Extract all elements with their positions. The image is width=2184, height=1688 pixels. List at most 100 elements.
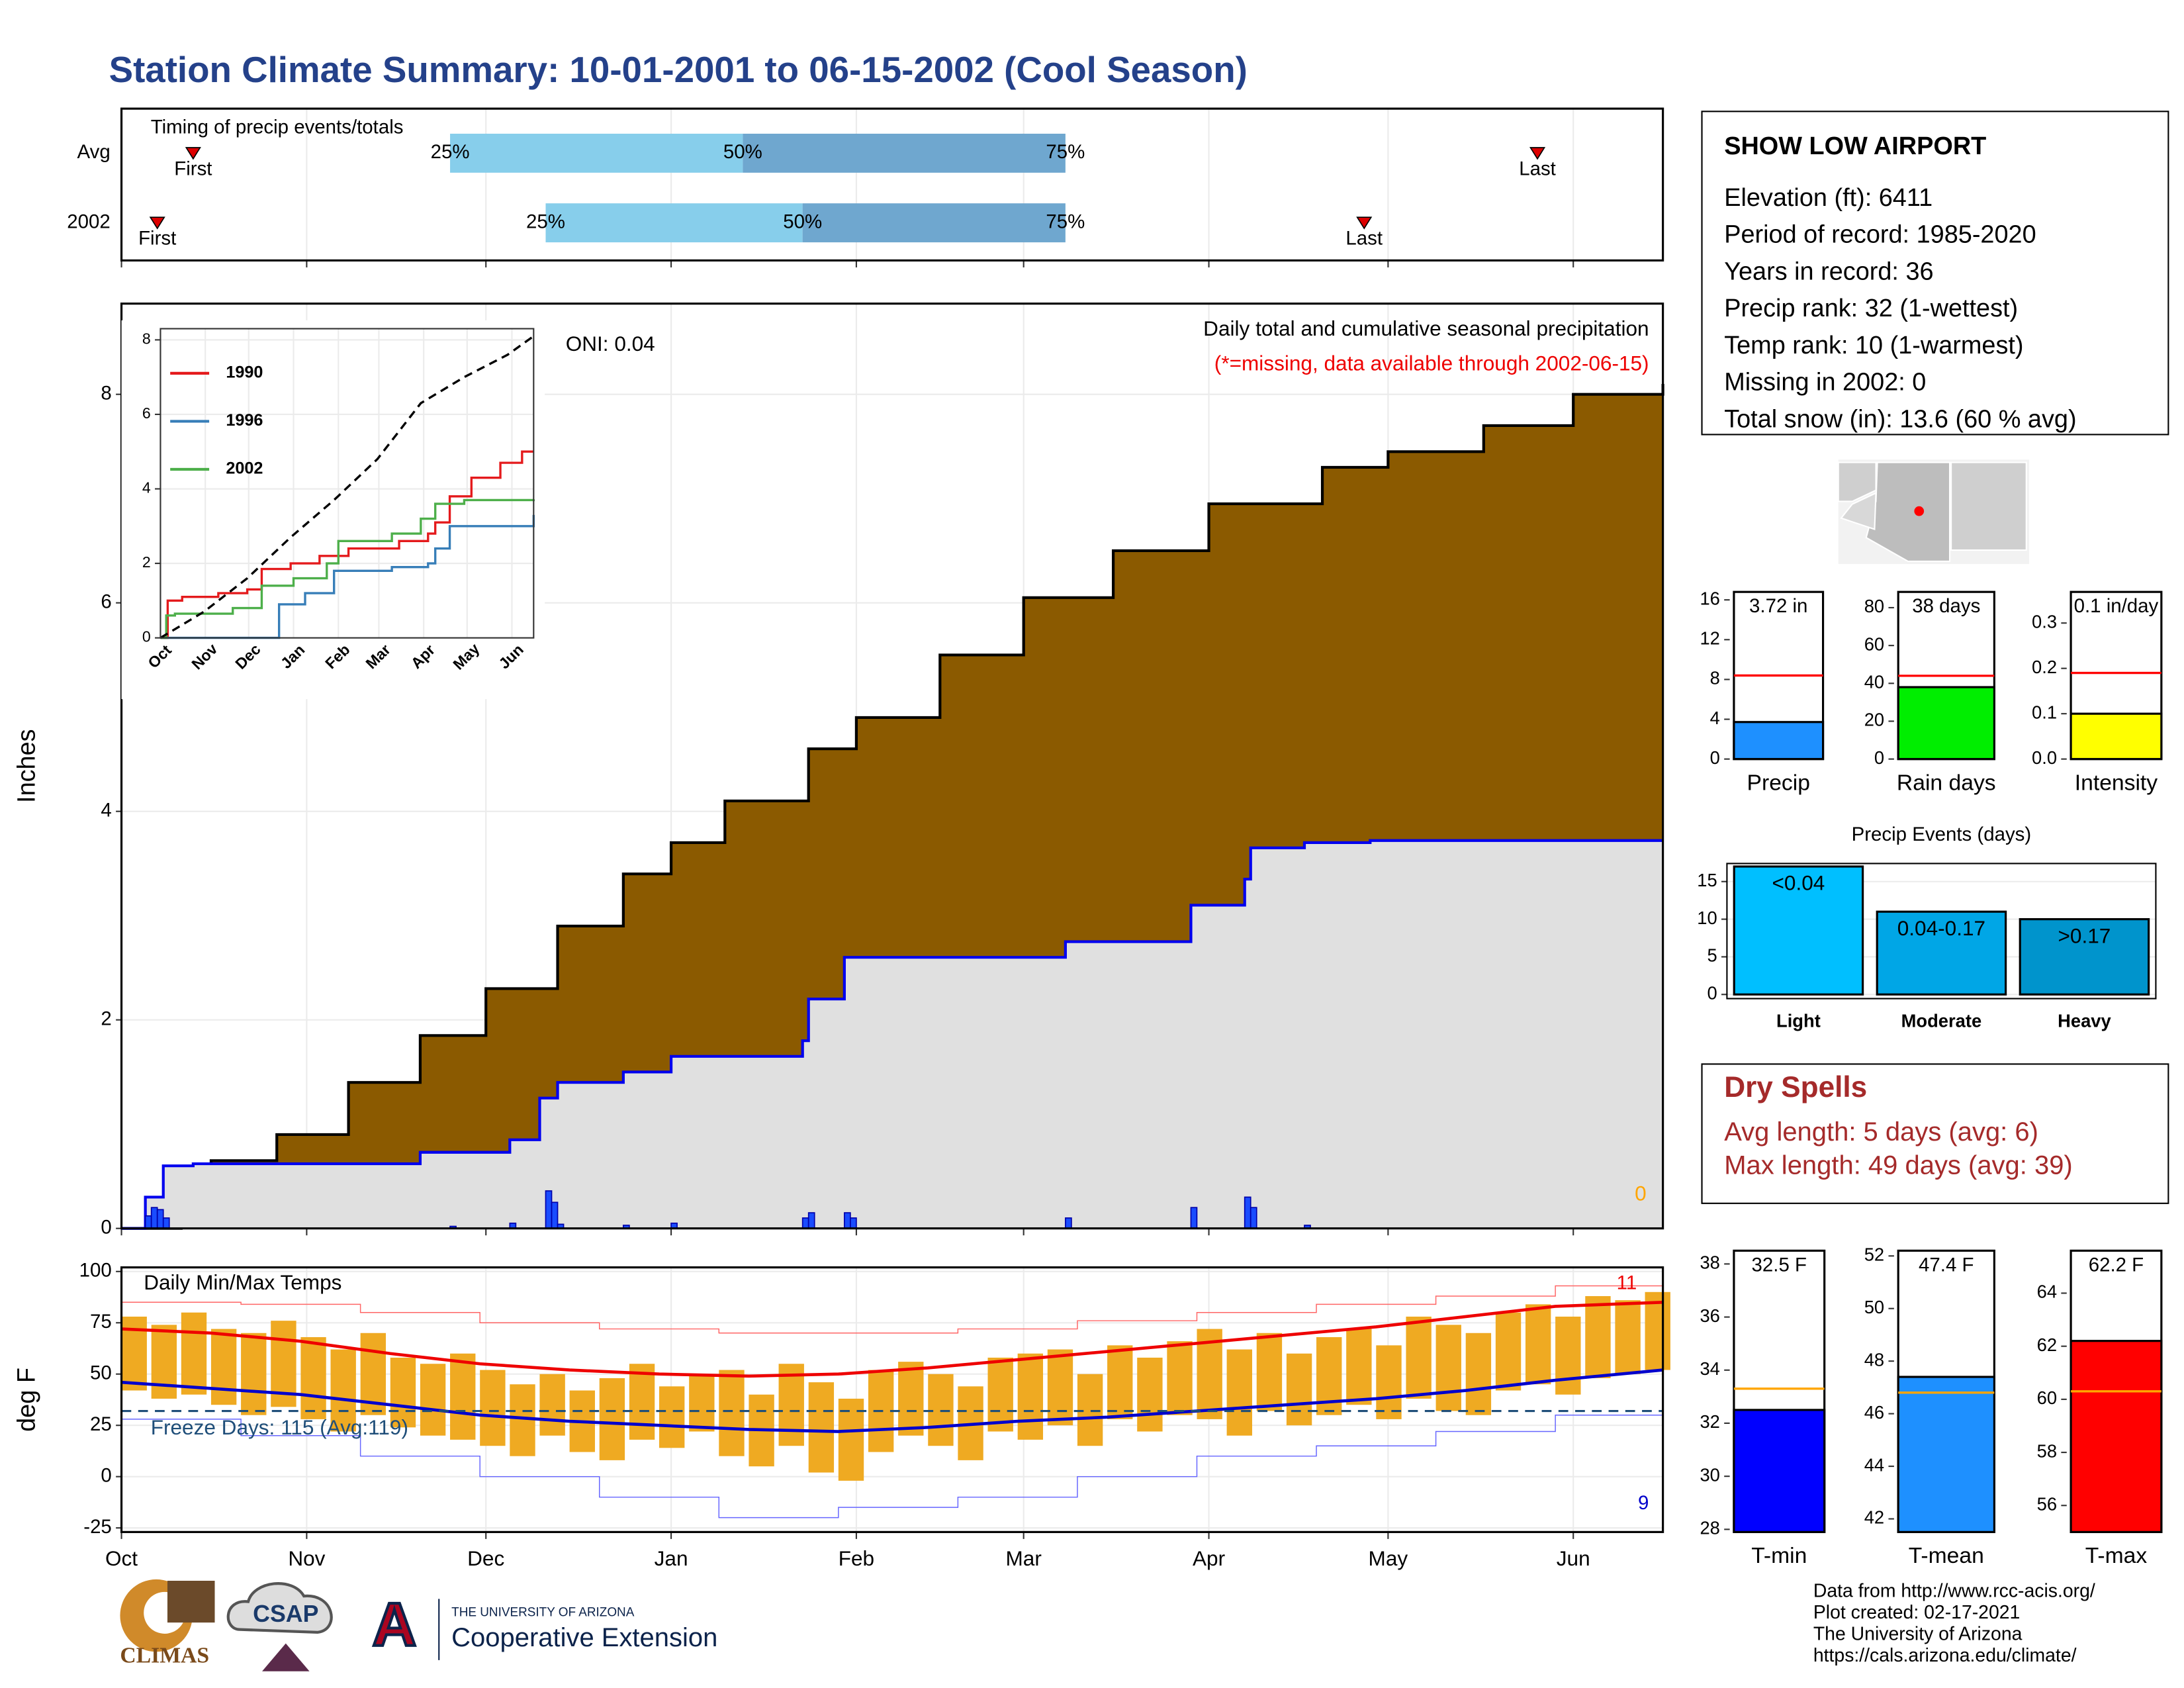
- station-line: Years in record: 36: [1724, 258, 1933, 285]
- temp-bar: [719, 1370, 745, 1456]
- value-label: 3.72 in: [1749, 595, 1807, 617]
- temp-bar: [480, 1370, 506, 1446]
- temp-bar: [1495, 1312, 1522, 1391]
- x-tick-label: T-max: [2085, 1544, 2148, 1568]
- y-tick-label: 34: [1700, 1358, 1719, 1379]
- y-tick-label: 8: [1710, 668, 1720, 688]
- gauge-bar: [1733, 721, 1825, 761]
- quartile-label: 25%: [526, 211, 565, 232]
- y-tick-label: 8: [142, 330, 151, 348]
- event-bar: [2019, 918, 2150, 996]
- y-tick-label: 60: [2037, 1387, 2057, 1408]
- temp-bar: [1226, 1349, 1252, 1436]
- temp-bar: [300, 1336, 326, 1419]
- row-label: Avg: [77, 141, 111, 163]
- freeze-label: Freeze Days: 115 (Avg:119): [151, 1415, 408, 1439]
- y-tick-label: 44: [1864, 1454, 1884, 1475]
- record-min-line: [121, 1398, 1664, 1519]
- y-tick-label: 0.2: [2032, 657, 2057, 677]
- temp-bar: [330, 1349, 356, 1432]
- temp-bar: [1645, 1291, 1670, 1370]
- temp-bar: [1256, 1333, 1283, 1411]
- y-tick-label: 56: [2037, 1493, 2057, 1514]
- map-state: [1840, 492, 1877, 530]
- station-line: Temp rank: 10 (1-warmest): [1724, 332, 2023, 359]
- temp-bar: [1555, 1316, 1581, 1395]
- daily-precip: [1065, 1217, 1072, 1229]
- normal-max-line: [121, 1300, 1663, 1378]
- event-label: First: [174, 158, 212, 179]
- inset-line: [160, 498, 535, 639]
- y-tick-label: 32: [1700, 1411, 1719, 1432]
- event-label: First: [138, 228, 176, 250]
- value-label: 32.5 F: [1752, 1254, 1807, 1276]
- event-label: Last: [1519, 158, 1556, 179]
- missing-count: 0: [1635, 1182, 1647, 1205]
- x-tick-label: Heavy: [2058, 1011, 2111, 1031]
- temp-bar: [420, 1364, 446, 1436]
- dry-spell-line: Max length: 49 days (avg: 39): [1724, 1151, 2073, 1180]
- quartile-label: 50%: [783, 211, 822, 232]
- x-tick-label: Jan: [655, 1546, 688, 1570]
- temp-bar: [1167, 1341, 1193, 1415]
- row-label: 2002: [67, 211, 110, 232]
- x-tick-label: T-mean: [1909, 1544, 1984, 1568]
- page-title: Station Climate Summary: 10-01-2001 to 0…: [109, 49, 1248, 90]
- x-tick-label: Intensity: [2075, 771, 2158, 795]
- gauge-bar: [1733, 1409, 1826, 1533]
- gauge-bar: [2070, 712, 2163, 761]
- y-tick-label: 40: [1864, 672, 1884, 692]
- temp-bar: [210, 1329, 237, 1405]
- record-high-count: 11: [1617, 1272, 1637, 1294]
- panel-frame: [120, 303, 1664, 1230]
- daily-precip: [1190, 1207, 1198, 1229]
- y-tick-label: 42: [1864, 1507, 1884, 1528]
- ua-logo: A: [372, 1590, 416, 1659]
- temp-bar: [241, 1333, 267, 1415]
- average-line: [121, 383, 1664, 1230]
- daily-precip: [1244, 1196, 1251, 1229]
- y-tick-label: 62: [2037, 1335, 2057, 1355]
- logos: CLIMAS CSAP A THE UNIVERSITY OF ARIZONA …: [120, 1579, 717, 1671]
- station-box: [1701, 111, 2169, 436]
- y-axis-label: Inches: [13, 729, 41, 803]
- event-label: Last: [1345, 228, 1383, 250]
- y-tick-label: 5: [1707, 945, 1717, 966]
- legend-label: 1990: [226, 363, 263, 382]
- x-tick-label: Nov: [288, 1546, 325, 1570]
- y-tick-label: 8: [101, 382, 111, 404]
- x-tick-label: Apr: [1193, 1546, 1225, 1570]
- quartile-label: 50%: [723, 141, 762, 163]
- footer-line: Data from http://www.rcc-acis.org/: [1813, 1580, 2095, 1601]
- season-line: [121, 839, 1663, 1230]
- y-tick-label: 4: [142, 479, 151, 496]
- temp-bar: [778, 1364, 804, 1446]
- gauge-bar: [1897, 686, 1995, 761]
- station-line: Period of record: 1985-2020: [1724, 221, 2036, 249]
- quartile-label: 75%: [1046, 211, 1085, 232]
- panel-frame: [120, 1266, 1664, 1533]
- temp-bar: [1107, 1345, 1133, 1419]
- quartile-bar: [545, 203, 803, 243]
- temp-bar: [629, 1364, 655, 1440]
- y-tick-label: 58: [2037, 1440, 2057, 1461]
- x-tick-label: Feb: [839, 1546, 874, 1570]
- temp-bar: [1137, 1357, 1163, 1432]
- y-tick-label: 0: [142, 628, 151, 645]
- temp-bar: [1017, 1353, 1044, 1440]
- y-tick-label: 0: [1710, 747, 1720, 768]
- map: [1837, 459, 2029, 565]
- inset-frame: [159, 328, 535, 639]
- temp-bar: [181, 1312, 207, 1395]
- record-low-count: 9: [1638, 1492, 1649, 1514]
- y-tick-label: 28: [1700, 1518, 1719, 1538]
- temp-bar: [510, 1384, 535, 1456]
- event-marker: [185, 147, 201, 160]
- temp-bar: [1585, 1295, 1611, 1378]
- y-tick-label: 0: [101, 1216, 111, 1238]
- y-tick-label: 0.1: [2032, 702, 2057, 722]
- x-tick-label: May: [1369, 1546, 1408, 1570]
- y-tick-label: 80: [1864, 596, 1884, 616]
- value-label: 38 days: [1912, 595, 1980, 617]
